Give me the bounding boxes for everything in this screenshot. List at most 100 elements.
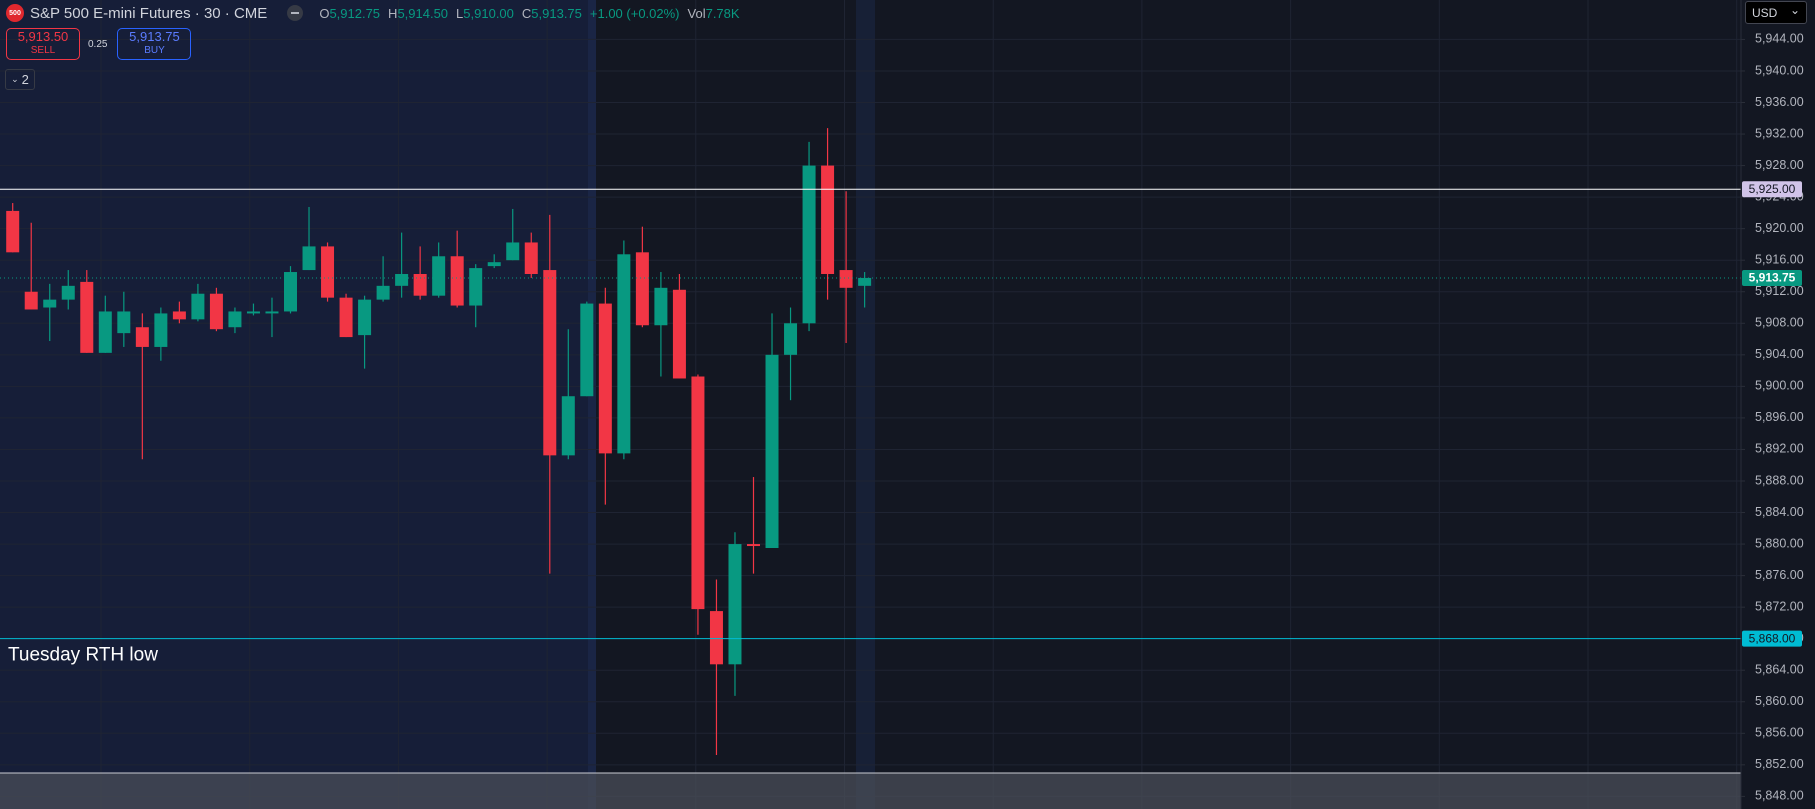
symbol-icon: 500 xyxy=(6,4,24,22)
candle-body xyxy=(302,246,316,271)
candle-body xyxy=(654,287,668,326)
ohlc-value: 5,910.00 xyxy=(463,5,514,21)
trade-panel: 5,913.50 SELL 0.25 5,913.75 BUY xyxy=(6,28,192,60)
ohlc-label: O xyxy=(319,5,330,21)
level-annotation: Tuesday RTH low xyxy=(8,645,158,666)
candle-body xyxy=(617,254,631,454)
candle-body xyxy=(376,285,390,300)
session-shade xyxy=(856,0,875,809)
sell-price: 5,913.50 xyxy=(17,29,69,44)
symbol-title[interactable]: S&P 500 E-mini Futures · 30 · CME xyxy=(30,4,268,22)
candles xyxy=(6,128,872,755)
y-tick-label: 5,904.00 xyxy=(1755,347,1804,361)
y-tick-label: 5,876.00 xyxy=(1755,568,1804,582)
candle-body xyxy=(709,611,723,665)
y-tick-label: 5,856.00 xyxy=(1755,726,1804,740)
y-tick-label: 5,892.00 xyxy=(1755,442,1804,456)
candle-body xyxy=(635,252,649,326)
candle-body xyxy=(728,544,742,665)
ohlc-item: L5,910.00 xyxy=(456,6,514,21)
ohlc-item: C5,913.75 xyxy=(522,6,582,21)
y-tick-label: 5,864.00 xyxy=(1755,663,1804,677)
y-tick-label: 5,908.00 xyxy=(1755,316,1804,330)
candle-body xyxy=(487,262,501,267)
candle-body xyxy=(265,311,279,314)
candle-body xyxy=(543,270,557,456)
candle-body xyxy=(24,291,38,310)
ohlc-value: 5,912.75 xyxy=(329,5,381,21)
volume-label: Vol xyxy=(687,5,706,21)
volume-value: 7.78K xyxy=(705,5,740,21)
candle-body xyxy=(413,274,427,296)
candle-body xyxy=(395,274,409,286)
ohlc-values: O5,912.75 H5,914.50 L5,910.00 C5,913.75 … xyxy=(319,6,739,21)
indicator-count: 2 xyxy=(21,72,29,87)
candle-body xyxy=(432,256,446,296)
candle-body xyxy=(506,242,520,261)
volume: Vol7.78K xyxy=(688,6,740,21)
candle-body xyxy=(821,165,835,275)
candle-body xyxy=(321,246,335,298)
candle-body xyxy=(469,268,483,306)
session-shade xyxy=(0,0,596,809)
vertical-grid xyxy=(100,0,1738,809)
status-dot[interactable] xyxy=(287,5,304,21)
candle-body xyxy=(858,277,872,286)
buy-label: BUY xyxy=(144,45,165,56)
level-tag-bg xyxy=(1742,181,1802,198)
y-tick-label: 5,896.00 xyxy=(1755,410,1804,424)
zone-rectangle xyxy=(0,773,1741,809)
candle-body xyxy=(135,327,149,347)
currency: USD xyxy=(1752,5,1778,20)
currency-select[interactable]: USD xyxy=(1745,1,1807,24)
candle-body xyxy=(672,289,686,379)
candle-body xyxy=(747,544,760,547)
y-tick-label: 5,860.00 xyxy=(1755,694,1804,708)
y-tick-label: 5,944.00 xyxy=(1755,32,1804,46)
y-tick-label: 5,900.00 xyxy=(1755,379,1804,393)
candle-body xyxy=(691,376,705,610)
level-tags: 5,925.00 5,868.00 5,913.75 xyxy=(1742,181,1802,647)
candle-body xyxy=(246,311,260,314)
horizontal-grid xyxy=(0,38,1741,797)
price-axis xyxy=(1741,0,1815,809)
candle-body xyxy=(339,297,353,338)
levels: Tuesday RTH low xyxy=(0,188,1741,666)
y-tick-label: 5,888.00 xyxy=(1755,473,1804,487)
candle-body xyxy=(450,256,464,306)
level-tag-bg xyxy=(1742,630,1802,647)
y-tick-label: 5,940.00 xyxy=(1755,63,1804,77)
ohlc-value: 5,913.75 xyxy=(531,5,582,21)
buy-button[interactable]: 5,913.75 BUY xyxy=(117,28,192,60)
y-tick-label: 5,932.00 xyxy=(1755,126,1804,140)
candle-body xyxy=(765,354,779,549)
candle-body xyxy=(172,311,186,320)
level-tag-bg xyxy=(1742,269,1802,286)
change: +1.00 (+0.02%) xyxy=(589,5,680,21)
candle-body xyxy=(839,270,853,288)
buy-price: 5,913.75 xyxy=(129,29,180,44)
candle-body xyxy=(117,311,131,334)
level-tag: 5,868.00 xyxy=(1749,631,1796,645)
candle-body xyxy=(561,396,575,456)
y-tick-label: 5,884.00 xyxy=(1755,505,1804,519)
candle-body xyxy=(580,303,594,397)
ohlc-value: 5,914.50 xyxy=(397,5,449,21)
sell-button[interactable]: 5,913.50 SELL xyxy=(6,28,80,60)
candle-body xyxy=(284,272,297,312)
y-tick-label: 5,920.00 xyxy=(1755,221,1804,235)
y-tick-label: 5,848.00 xyxy=(1755,789,1804,803)
session-edge xyxy=(588,0,596,809)
ohlc-label: L xyxy=(456,5,464,21)
ohlc-label: C xyxy=(521,5,532,21)
ohlc-label: H xyxy=(388,5,398,21)
indicators-toggle[interactable]: ⌄ 2 xyxy=(5,69,35,90)
ohlc-item: H5,914.50 xyxy=(388,6,448,21)
chevron: ⌄ xyxy=(11,74,19,84)
y-tick-label: 5,852.00 xyxy=(1755,757,1804,771)
candle-body xyxy=(154,313,168,347)
level-tag: 5,925.00 xyxy=(1749,182,1796,196)
sell-label: SELL xyxy=(30,45,56,56)
